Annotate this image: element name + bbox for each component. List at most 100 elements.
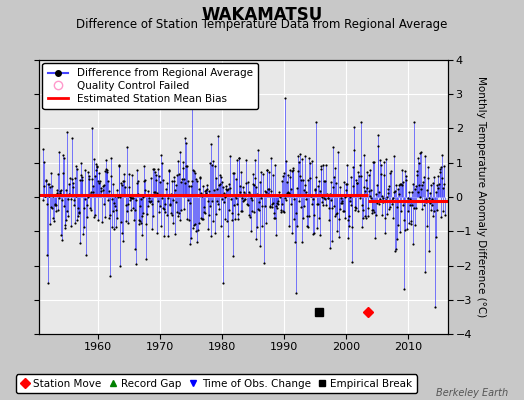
Point xyxy=(62,187,70,193)
Point xyxy=(184,178,192,184)
Point xyxy=(208,198,216,204)
Point xyxy=(212,174,220,181)
Point xyxy=(72,217,81,223)
Point xyxy=(434,184,442,191)
Point xyxy=(122,202,130,208)
Point xyxy=(330,203,338,210)
Point xyxy=(168,178,177,184)
Point xyxy=(402,172,410,179)
Point xyxy=(353,180,362,186)
Point xyxy=(410,118,419,125)
Point xyxy=(302,196,311,202)
Point xyxy=(133,180,141,186)
Point xyxy=(434,172,443,179)
Point xyxy=(161,201,170,207)
Point xyxy=(76,177,84,183)
Point xyxy=(440,181,449,187)
Point xyxy=(398,182,406,188)
Point xyxy=(297,204,305,210)
Point xyxy=(274,200,282,207)
Point xyxy=(156,203,164,210)
Point xyxy=(260,260,268,266)
Point xyxy=(196,175,204,181)
Point xyxy=(72,162,80,169)
Point xyxy=(138,194,147,201)
Point xyxy=(140,177,149,183)
Point xyxy=(101,168,109,174)
Point xyxy=(377,193,386,200)
Point xyxy=(181,135,189,142)
Point xyxy=(190,222,198,228)
Point xyxy=(144,203,152,209)
Point xyxy=(377,161,385,168)
Point xyxy=(199,182,207,189)
Point xyxy=(364,205,372,212)
Point xyxy=(229,253,237,259)
Point xyxy=(279,209,288,215)
Point xyxy=(403,207,412,214)
Point xyxy=(94,216,103,223)
Point xyxy=(79,192,88,199)
Point xyxy=(314,183,322,190)
Point xyxy=(209,218,217,224)
Point xyxy=(380,172,388,178)
Point xyxy=(63,129,72,135)
Point xyxy=(433,182,442,188)
Point xyxy=(317,163,325,169)
Point xyxy=(423,223,431,229)
Point xyxy=(230,202,238,209)
Point xyxy=(191,170,199,176)
Point xyxy=(333,210,341,216)
Point xyxy=(95,180,103,187)
Point xyxy=(134,178,142,184)
Point xyxy=(359,184,368,191)
Point xyxy=(225,207,233,213)
Point xyxy=(99,186,107,193)
Point xyxy=(432,234,440,241)
Point xyxy=(376,157,385,164)
Point xyxy=(421,153,429,160)
Point xyxy=(337,195,346,201)
Point xyxy=(94,178,102,184)
Point xyxy=(395,182,403,188)
Point xyxy=(415,160,423,166)
Point xyxy=(264,186,272,192)
Point xyxy=(272,232,281,238)
Point xyxy=(80,224,88,230)
Point xyxy=(162,211,171,218)
Point xyxy=(180,206,188,212)
Point xyxy=(194,220,203,226)
Point xyxy=(399,178,408,185)
Point xyxy=(316,166,325,172)
Point xyxy=(143,211,151,218)
Point xyxy=(239,198,248,204)
Point xyxy=(162,186,170,192)
Point xyxy=(429,212,438,219)
Point xyxy=(289,167,297,173)
Point xyxy=(220,190,228,196)
Point xyxy=(250,208,258,215)
Point xyxy=(278,172,287,179)
Point xyxy=(185,182,193,189)
Point xyxy=(238,195,246,201)
Point xyxy=(355,195,364,201)
Point xyxy=(102,157,110,163)
Point xyxy=(219,280,227,286)
Point xyxy=(234,216,242,222)
Point xyxy=(160,206,168,212)
Point xyxy=(40,193,49,199)
Point xyxy=(198,216,206,222)
Point xyxy=(68,135,77,141)
Legend: Difference from Regional Average, Quality Control Failed, Estimated Station Mean: Difference from Regional Average, Qualit… xyxy=(42,63,258,109)
Point xyxy=(79,231,87,238)
Point xyxy=(413,155,422,162)
Point xyxy=(259,170,267,177)
Point xyxy=(117,219,125,225)
Point xyxy=(202,190,210,196)
Point xyxy=(290,216,298,222)
Point xyxy=(137,220,145,226)
Point xyxy=(221,194,230,201)
Point xyxy=(242,180,250,186)
Point xyxy=(410,204,418,211)
Point xyxy=(128,195,137,202)
